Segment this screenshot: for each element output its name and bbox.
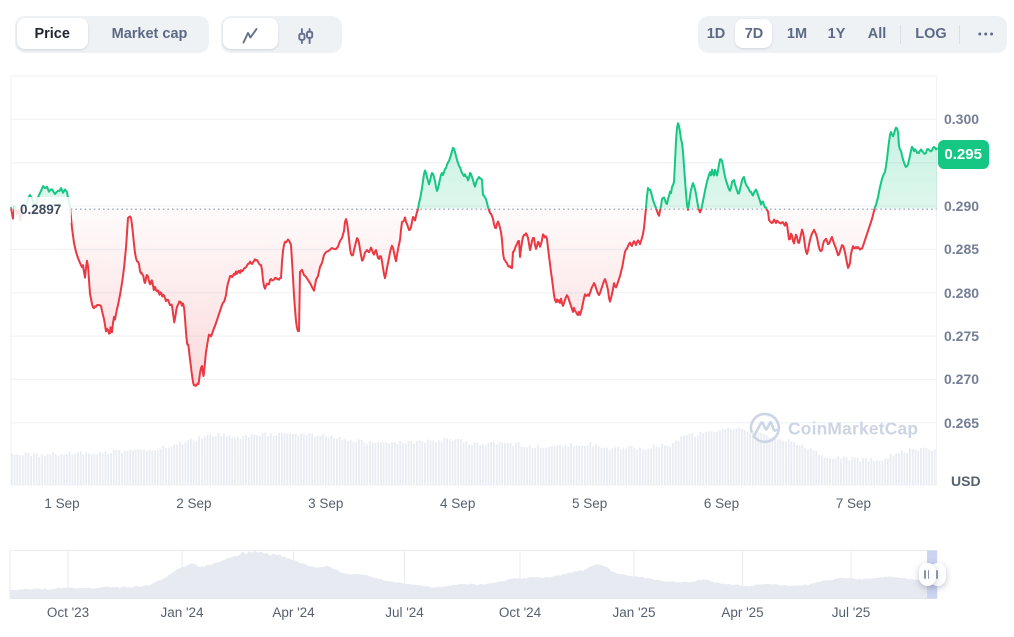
svg-text:CoinMarketCap: CoinMarketCap xyxy=(788,419,918,439)
